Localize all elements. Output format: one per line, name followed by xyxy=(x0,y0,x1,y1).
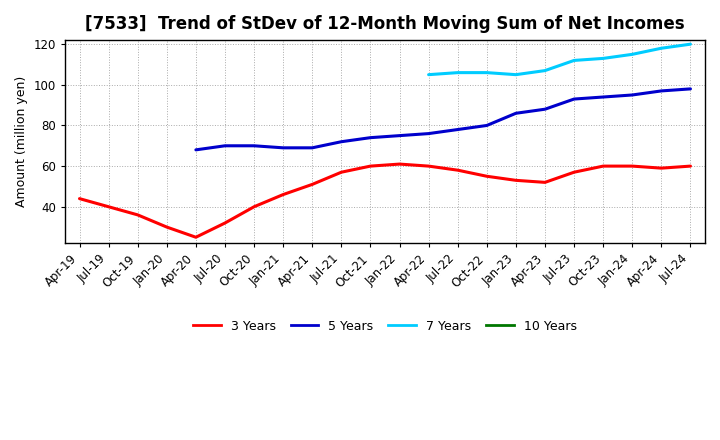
7 Years xyxy=(424,72,433,77)
Line: 5 Years: 5 Years xyxy=(196,89,690,150)
3 Years xyxy=(75,196,84,201)
5 Years xyxy=(279,145,287,150)
Title: [7533]  Trend of StDev of 12-Month Moving Sum of Net Incomes: [7533] Trend of StDev of 12-Month Moving… xyxy=(85,15,685,33)
3 Years xyxy=(686,164,695,169)
3 Years xyxy=(104,204,113,209)
Line: 3 Years: 3 Years xyxy=(79,164,690,237)
5 Years xyxy=(192,147,200,153)
5 Years xyxy=(308,145,317,150)
5 Years xyxy=(686,86,695,92)
5 Years xyxy=(337,139,346,144)
3 Years xyxy=(541,180,549,185)
3 Years xyxy=(395,161,404,167)
5 Years xyxy=(395,133,404,138)
3 Years xyxy=(599,164,608,169)
5 Years xyxy=(512,110,521,116)
3 Years xyxy=(482,174,491,179)
5 Years xyxy=(628,92,636,98)
3 Years xyxy=(628,164,636,169)
7 Years xyxy=(512,72,521,77)
3 Years xyxy=(279,192,287,197)
3 Years xyxy=(163,224,171,230)
5 Years xyxy=(482,123,491,128)
7 Years xyxy=(454,70,462,75)
5 Years xyxy=(541,106,549,112)
3 Years xyxy=(512,178,521,183)
5 Years xyxy=(366,135,374,140)
3 Years xyxy=(250,204,258,209)
Line: 7 Years: 7 Years xyxy=(428,44,690,75)
5 Years xyxy=(599,94,608,99)
3 Years xyxy=(133,212,142,217)
3 Years xyxy=(454,168,462,173)
3 Years xyxy=(220,220,229,226)
7 Years xyxy=(599,56,608,61)
7 Years xyxy=(570,58,578,63)
7 Years xyxy=(482,70,491,75)
3 Years xyxy=(570,169,578,175)
5 Years xyxy=(250,143,258,148)
3 Years xyxy=(337,169,346,175)
3 Years xyxy=(192,235,200,240)
3 Years xyxy=(308,182,317,187)
5 Years xyxy=(220,143,229,148)
7 Years xyxy=(657,46,666,51)
5 Years xyxy=(454,127,462,132)
5 Years xyxy=(570,96,578,102)
7 Years xyxy=(628,51,636,57)
3 Years xyxy=(366,164,374,169)
3 Years xyxy=(424,164,433,169)
Y-axis label: Amount (million yen): Amount (million yen) xyxy=(15,76,28,207)
Legend: 3 Years, 5 Years, 7 Years, 10 Years: 3 Years, 5 Years, 7 Years, 10 Years xyxy=(189,315,582,337)
7 Years xyxy=(686,41,695,47)
5 Years xyxy=(424,131,433,136)
3 Years xyxy=(657,165,666,171)
7 Years xyxy=(541,68,549,73)
5 Years xyxy=(657,88,666,94)
